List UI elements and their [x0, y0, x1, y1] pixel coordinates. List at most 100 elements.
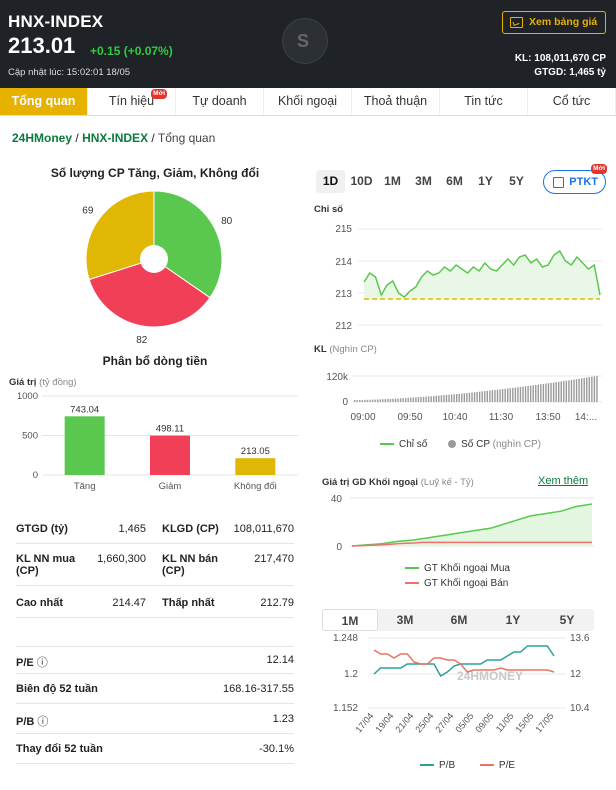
pe-pb-line-chart: 24HMONEY 1.248 1.2 1.152 13.6 12 10.4 17…: [333, 633, 590, 735]
y-tick: 1000: [17, 391, 38, 402]
x-tick: 17/05: [533, 711, 555, 735]
tab-news[interactable]: Tin tức: [440, 88, 528, 115]
y-tick: 1.248: [333, 633, 358, 644]
flow-bar: [150, 435, 190, 475]
brand-logo-icon: S: [282, 18, 328, 64]
y-tick: 10.4: [570, 703, 590, 714]
index-price: 213.01: [8, 33, 76, 58]
period-6m-button[interactable]: 6M: [450, 613, 468, 627]
tab-negotiated[interactable]: Thoả thuận: [352, 88, 440, 115]
x-tick: 13:50: [535, 412, 560, 423]
pie-value-label: 69: [82, 206, 94, 217]
y-tick: 214: [335, 257, 352, 268]
breadcrumb-current: Tổng quan: [157, 131, 216, 145]
update-time: Cập nhật lúc: 15:02:01 18/05: [8, 67, 131, 78]
period-1y-button[interactable]: 1Y: [505, 613, 521, 627]
x-tick: 15/05: [513, 711, 535, 735]
new-badge: Mới: [591, 164, 607, 174]
x-tick: 09/05: [473, 711, 495, 735]
volume-chart-label: KL (Nghìn CP): [314, 344, 377, 355]
y-tick: 212: [335, 321, 352, 332]
header: HNX-INDEX 213.01 +0.15 (+0.07%) Cập nhật…: [0, 0, 616, 88]
x-tick: 27/04: [433, 711, 455, 735]
info-icon[interactable]: ⓘ: [36, 657, 48, 669]
view-more-link[interactable]: Xem thêm: [538, 475, 589, 487]
index-name: HNX-INDEX: [8, 12, 104, 31]
x-tick: 17/04: [353, 711, 375, 735]
y-tick: 1.152: [333, 703, 358, 714]
chart-board-icon: [510, 17, 523, 28]
foreign-trading-chart: 40 0: [331, 494, 594, 553]
valuation-period-selector: 1M 3M 6M 1Y 5Y: [322, 609, 594, 631]
bar-value-label: 213.05: [241, 446, 270, 457]
period-1m-button[interactable]: 1M: [322, 609, 378, 631]
pie-value-label: 80: [221, 216, 233, 227]
foreign-legend-sell: GT Khối ngoại Bán: [405, 578, 508, 589]
y-tick: 13.6: [570, 633, 590, 644]
y-tick: 0: [336, 542, 342, 553]
tab-signals[interactable]: Tín hiệu Mới: [88, 88, 176, 115]
x-tick: 10:40: [442, 412, 467, 423]
bar-value-label: 743.04: [70, 404, 99, 415]
x-tick: 09:00: [350, 412, 375, 423]
technical-analysis-button[interactable]: PTKT Mới: [543, 164, 607, 194]
intraday-volume-chart: 120k 0 09:00 09:50 10:40 11:30 13:50 14:…: [326, 372, 602, 423]
y-tick: 40: [331, 494, 343, 505]
stats-row: KL NN mua (CP) 1,660,300 KL NN bán (CP) …: [16, 546, 294, 586]
view-price-board-button[interactable]: Xem bảng giá: [502, 11, 606, 34]
pie-slice: [88, 258, 211, 328]
pie-slice: [153, 190, 223, 299]
x-tick: Giảm: [159, 481, 182, 492]
range-1d-button[interactable]: 1D: [316, 170, 345, 193]
advance-decline-pie-chart: 80 82 69: [82, 190, 233, 345]
tab-overview[interactable]: Tổng quan: [0, 88, 88, 115]
pie-value-label: 82: [136, 335, 148, 345]
range-6m-button[interactable]: 6M: [446, 174, 463, 188]
tab-dividends[interactable]: Cổ tức: [528, 88, 616, 115]
ratio-row-52w-change: Thay đổi 52 tuần -30.1%: [16, 736, 294, 764]
tab-proprietary[interactable]: Tự doanh: [176, 88, 264, 115]
y-tick: 500: [22, 431, 38, 442]
ratio-row-pb: P/B ⓘ 1.23: [16, 706, 294, 734]
pie-title: Số lượng CP Tăng, Giảm, Không đổi: [50, 166, 260, 180]
range-3m-button[interactable]: 3M: [415, 174, 432, 188]
y-tick: 120k: [326, 372, 349, 383]
flow-bar: [235, 458, 276, 475]
period-3m-button[interactable]: 3M: [396, 613, 414, 627]
foreign-legend-buy: GT Khối ngoại Mua: [405, 563, 510, 574]
volume-summary: KL: 108,011,670 CP: [514, 53, 606, 64]
y-tick: 1.2: [344, 669, 358, 680]
intraday-index-line-chart: 215 214 213 212: [335, 224, 602, 332]
pe-pb-legend: P/B P/E: [420, 760, 515, 771]
tab-bar: Tổng quan Tín hiệu Mới Tự doanh Khối ngoạ…: [0, 88, 616, 116]
x-tick: 11:30: [489, 412, 514, 423]
breadcrumb-index[interactable]: HNX-INDEX: [82, 131, 149, 145]
range-1m-button[interactable]: 1M: [384, 174, 401, 188]
pie-slice: [85, 190, 155, 281]
x-tick: 19/04: [373, 711, 395, 735]
y-tick: 215: [335, 224, 352, 235]
breadcrumb-root[interactable]: 24HMoney: [12, 131, 73, 145]
stats-row: Cao nhất 214.47 Thấp nhất 212.79: [16, 590, 294, 618]
value-summary: GTGD: 1,465 tỷ: [534, 67, 606, 78]
y-tick: 213: [335, 289, 352, 300]
candlestick-icon: [553, 177, 564, 188]
period-5y-button[interactable]: 5Y: [559, 613, 575, 627]
info-icon[interactable]: ⓘ: [37, 716, 49, 728]
tab-foreign[interactable]: Khối ngoại: [264, 88, 352, 115]
stats-row: GTGD (tỷ) 1,465 KLGD (CP) 108,011,670: [16, 516, 294, 544]
flow-bar: [64, 416, 105, 475]
y-tick: 0: [33, 470, 38, 481]
breadcrumb: 24HMoney / HNX-INDEX / Tổng quan: [12, 131, 216, 145]
index-chart-label: Chỉ số: [314, 204, 344, 215]
flow-title: Phân bổ dòng tiền: [102, 354, 208, 368]
pie-hole: [140, 245, 168, 273]
range-10d-button[interactable]: 10D: [350, 174, 373, 188]
range-1y-button[interactable]: 1Y: [478, 174, 493, 188]
range-5y-button[interactable]: 5Y: [509, 174, 524, 188]
foreign-chart-title: Giá trị GD Khối ngoại (Luỹ kế - Tỷ): [322, 477, 474, 488]
bar-value-label: 498.11: [156, 424, 184, 435]
index-change: +0.15 (+0.07%): [90, 44, 173, 58]
y-tick: 0: [342, 397, 348, 408]
x-tick: Tăng: [74, 481, 96, 492]
